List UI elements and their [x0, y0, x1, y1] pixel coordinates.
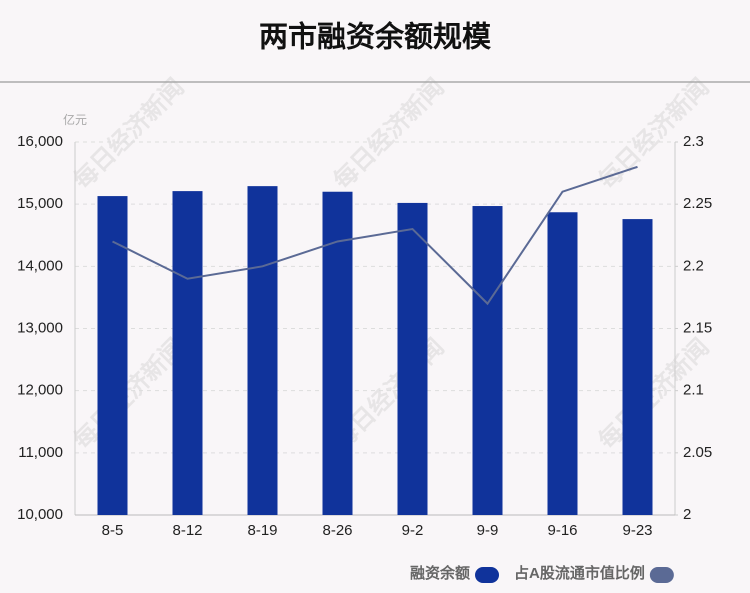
x-tick-label: 8-19	[247, 522, 277, 539]
bar	[97, 196, 128, 515]
x-tick-label: 9-2	[402, 522, 424, 539]
y2-tick-label: 2.05	[683, 444, 712, 461]
legend-swatch	[475, 567, 500, 583]
chart-title: 两市融资余额规模	[259, 20, 492, 54]
y2-tick-label: 2.25	[683, 195, 712, 212]
x-tick-label: 9-16	[547, 522, 577, 539]
y2-tick-label: 2.1	[683, 382, 704, 399]
bar	[172, 191, 203, 515]
legend-swatch	[649, 567, 674, 583]
x-tick-label: 9-23	[622, 522, 652, 539]
line	[112, 165, 638, 306]
bar	[622, 219, 653, 515]
legend-label: 融资余额	[410, 564, 470, 582]
bar	[397, 202, 428, 515]
bar	[547, 212, 578, 515]
y-tick-label: 16,000	[17, 133, 63, 150]
y2-tick-label: 2	[683, 506, 691, 523]
y-tick-label: 15,000	[17, 195, 63, 212]
y2-tick-label: 2.15	[683, 319, 712, 336]
bar	[472, 206, 503, 515]
x-tick-label: 8-5	[102, 522, 124, 539]
bar	[247, 186, 278, 515]
y2-tick-label: 2.2	[683, 257, 704, 274]
x-tick-label: 8-12	[172, 522, 202, 539]
y-unit: 亿元	[63, 112, 87, 127]
y-tick-label: 14,000	[17, 257, 63, 274]
x-tick-label: 8-26	[322, 522, 352, 539]
y-tick-label: 13,000	[17, 319, 63, 336]
y-tick-label: 10,000	[17, 506, 63, 523]
y-tick-label: 11,000	[18, 444, 63, 461]
y-tick-label: 12,000	[17, 382, 63, 399]
y2-tick-label: 2.3	[683, 133, 704, 150]
legend-label: 占A股流通市值比例	[514, 564, 645, 582]
x-tick-label: 9-9	[477, 522, 499, 539]
